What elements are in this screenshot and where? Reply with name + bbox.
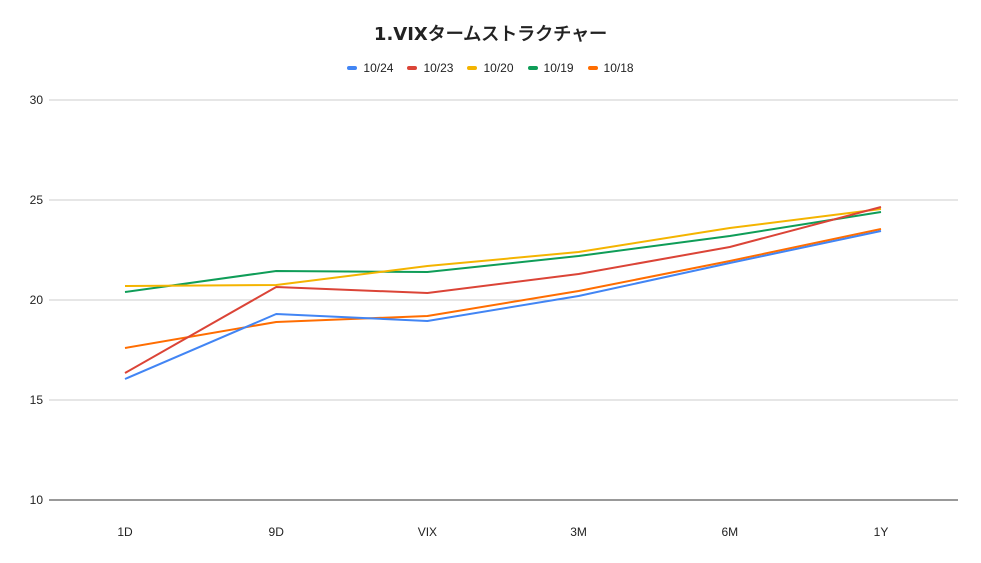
series-line-10-23 bbox=[124, 206, 882, 374]
x-tick-label: 6M bbox=[721, 525, 738, 539]
legend-label: 10/19 bbox=[543, 61, 574, 75]
x-tick-label: 1D bbox=[117, 525, 133, 539]
series-line-10-18 bbox=[124, 228, 882, 349]
x-tick-label: VIX bbox=[418, 525, 437, 539]
legend-swatch bbox=[467, 66, 478, 70]
legend-swatch bbox=[407, 66, 418, 70]
x-tick-label: 1Y bbox=[874, 525, 889, 539]
legend-label: 10/20 bbox=[483, 61, 514, 75]
x-tick-label: 3M bbox=[570, 525, 587, 539]
grid-lines bbox=[49, 99, 958, 501]
y-tick-label: 10 bbox=[30, 493, 44, 507]
legend-label: 10/24 bbox=[363, 61, 394, 75]
series-line-10-19 bbox=[124, 211, 882, 293]
x-axis-ticks: 1D 9D VIX 3M 6M 1Y bbox=[117, 525, 888, 539]
legend-item: 10/24 bbox=[347, 61, 393, 75]
y-tick-label: 25 bbox=[30, 193, 44, 207]
series-line-10-20 bbox=[124, 208, 882, 287]
legend-label: 10/18 bbox=[603, 61, 634, 75]
legend-item: 10/23 bbox=[407, 61, 453, 75]
y-tick-label: 15 bbox=[30, 393, 44, 407]
series-lines bbox=[124, 206, 882, 380]
legend: 10/24 10/23 10/20 10/19 10/18 bbox=[0, 61, 981, 75]
series-line-10-24 bbox=[124, 230, 882, 380]
legend-label: 10/23 bbox=[423, 61, 454, 75]
x-tick-label: 9D bbox=[269, 525, 285, 539]
legend-item: 10/18 bbox=[587, 61, 634, 75]
y-axis-ticks: 10 15 20 25 30 bbox=[30, 93, 44, 507]
legend-swatch bbox=[347, 66, 358, 70]
legend-swatch bbox=[527, 66, 538, 70]
chart-title: 1.VIXタームストラクチャー bbox=[373, 24, 608, 45]
legend-swatch bbox=[587, 66, 598, 70]
legend-item: 10/20 bbox=[467, 61, 514, 75]
y-tick-label: 20 bbox=[30, 293, 44, 307]
y-tick-label: 30 bbox=[30, 93, 44, 107]
legend-item: 10/19 bbox=[527, 61, 574, 75]
